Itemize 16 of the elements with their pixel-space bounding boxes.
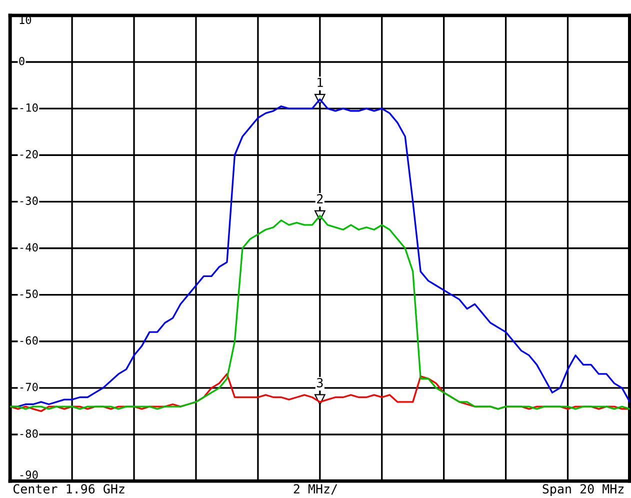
y-tick-label: -30 [20, 196, 38, 205]
text: Center 1.96 GHz [13, 484, 124, 494]
y-tick-label: -40 [20, 243, 38, 252]
y-tick-label: -60 [20, 336, 38, 345]
y-tick-label: -90 [20, 470, 38, 479]
y-tick-label: -80 [20, 429, 38, 438]
annotation: 2 [317, 194, 323, 204]
annotation: 1 [318, 78, 323, 87]
y-tick-label: -20 [20, 150, 38, 158]
text: 2 MHz/ [294, 484, 338, 495]
text: Span 20 MHz [542, 484, 624, 496]
y-tick-label: -10 [20, 103, 38, 112]
y-tick-label: -50 [20, 290, 38, 298]
annotation: 3 [316, 378, 323, 388]
y-tick-label: 0 [19, 56, 24, 66]
y-tick-label: -70 [20, 382, 38, 392]
